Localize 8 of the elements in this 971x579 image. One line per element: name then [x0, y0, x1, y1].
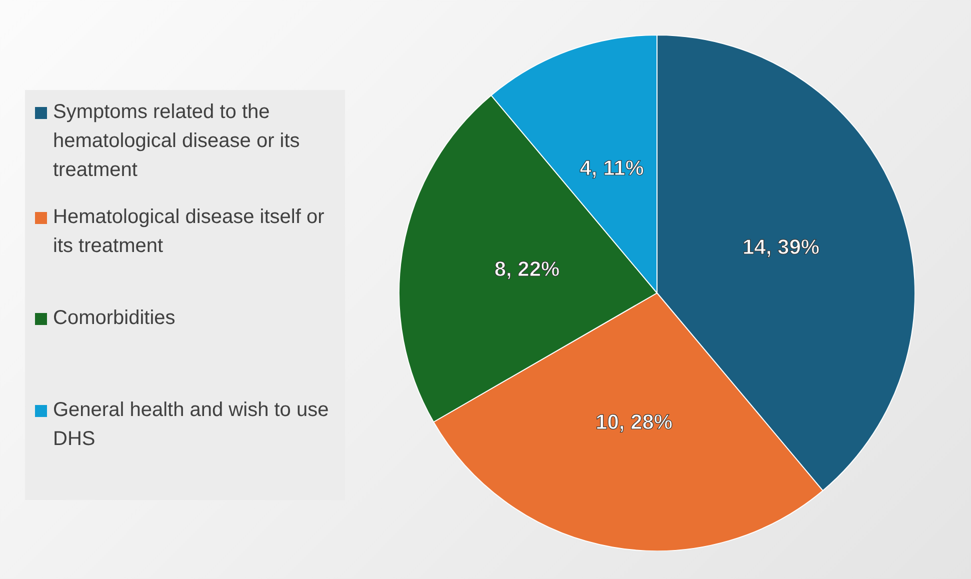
- legend-label: Symptoms related to the hematological disease or its treatment: [53, 100, 301, 183]
- legend-label: Hematological disease itself or its treatment: [53, 205, 326, 259]
- data-label: 14, 39%: [742, 236, 820, 259]
- legend-label: Comorbidities: [53, 306, 176, 331]
- data-label: 4, 11%: [580, 156, 644, 180]
- data-label: 8, 22%: [494, 258, 560, 282]
- legend-label: General health and wish to use DHS: [53, 398, 330, 452]
- data-label: 10, 28%: [596, 410, 673, 434]
